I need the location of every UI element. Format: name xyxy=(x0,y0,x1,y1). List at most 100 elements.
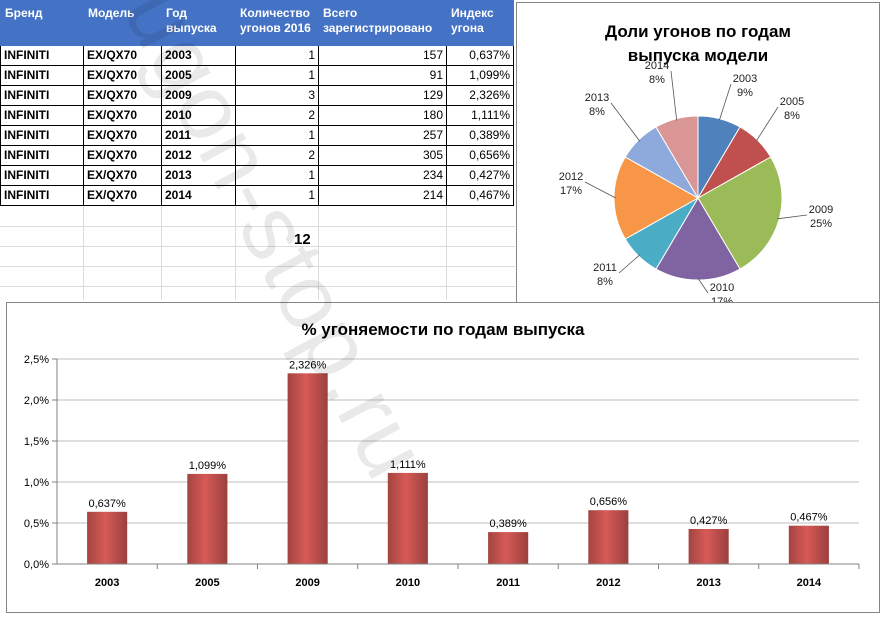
pie-chart: Доли угонов по годам выпуска модели 2003… xyxy=(559,22,833,308)
cell-brand[interactable]: INFINITI xyxy=(0,45,84,66)
header-brand[interactable]: Бренд xyxy=(0,0,84,46)
table-row: INFINITI EX/QX70 2014 1 214 0,467% xyxy=(0,185,514,206)
y-tick-label: 0,0% xyxy=(24,559,49,571)
cell-year[interactable]: 2003 xyxy=(161,45,236,66)
cell-year[interactable]: 2010 xyxy=(161,105,236,126)
cell-model[interactable]: EX/QX70 xyxy=(83,185,162,206)
cell-thefts[interactable]: 1 xyxy=(235,45,319,66)
cell-year[interactable]: 2012 xyxy=(161,145,236,166)
bar-2010[interactable] xyxy=(387,472,428,564)
pie-label-year: 2009 xyxy=(809,204,833,216)
cell-model[interactable]: EX/QX70 xyxy=(83,125,162,146)
cell-year[interactable]: 2011 xyxy=(161,125,236,146)
cell-model[interactable]: EX/QX70 xyxy=(83,105,162,126)
cell-brand[interactable]: INFINITI xyxy=(0,145,84,166)
cell-brand[interactable]: INFINITI xyxy=(0,105,84,126)
cell-thefts[interactable]: 2 xyxy=(235,145,319,166)
cell-brand[interactable]: INFINITI xyxy=(0,65,84,86)
pie-label-year: 2013 xyxy=(585,92,609,104)
cell-index[interactable]: 2,326% xyxy=(446,85,514,106)
cell-thefts[interactable]: 2 xyxy=(235,105,319,126)
y-tick-label: 2,5% xyxy=(24,354,49,366)
pie-leader-line xyxy=(777,214,808,220)
table-row: INFINITI EX/QX70 2003 1 157 0,637% xyxy=(0,45,514,66)
pie-leader-line xyxy=(610,102,641,142)
cell-model[interactable]: EX/QX70 xyxy=(83,145,162,166)
cell-registered[interactable]: 257 xyxy=(318,125,447,146)
pie-chart-box[interactable]: Доли угонов по годам выпуска модели 2003… xyxy=(516,2,880,311)
bar-data-label: 0,656% xyxy=(590,496,628,508)
cell-model[interactable]: EX/QX70 xyxy=(83,85,162,106)
cell-thefts[interactable]: 1 xyxy=(235,185,319,206)
cell-year[interactable]: 2014 xyxy=(161,185,236,206)
cell-brand[interactable]: INFINITI xyxy=(0,165,84,186)
bar-2012[interactable] xyxy=(588,510,629,564)
pie-label-year: 2003 xyxy=(733,73,757,85)
bar-2005[interactable] xyxy=(187,473,228,564)
table-row: INFINITI EX/QX70 2011 1 257 0,389% xyxy=(0,125,514,146)
cell-index[interactable]: 0,637% xyxy=(446,45,514,66)
pie-title-line-2: выпуска модели xyxy=(628,46,768,65)
bar-2014[interactable] xyxy=(788,525,829,564)
cell-registered[interactable]: 305 xyxy=(318,145,447,166)
header-year[interactable]: Год выпуска xyxy=(161,0,236,46)
x-tick-label: 2012 xyxy=(596,577,620,589)
cell-registered[interactable]: 180 xyxy=(318,105,447,126)
cell-registered[interactable]: 129 xyxy=(318,85,447,106)
cell-model[interactable]: EX/QX70 xyxy=(83,165,162,186)
total-thefts-cell[interactable]: 12 xyxy=(294,231,311,248)
cell-thefts[interactable]: 1 xyxy=(235,165,319,186)
table-row: INFINITI EX/QX70 2013 1 234 0,427% xyxy=(0,165,514,186)
cell-registered[interactable]: 157 xyxy=(318,45,447,66)
bar-data-label: 0,427% xyxy=(690,515,728,527)
pie-label-year: 2012 xyxy=(559,171,583,183)
table-row: INFINITI EX/QX70 2005 1 91 1,099% xyxy=(0,65,514,86)
header-registered[interactable]: Всего зарегистрировано xyxy=(318,0,447,46)
cell-thefts[interactable]: 1 xyxy=(235,65,319,86)
bar-chart-box[interactable]: % угоняемости по годам выпуска 0,0% 0,5% 1… xyxy=(6,302,880,613)
bar-2011[interactable] xyxy=(488,532,529,564)
cell-index[interactable]: 0,656% xyxy=(446,145,514,166)
y-tick-label: 1,5% xyxy=(24,436,49,448)
cell-brand[interactable]: INFINITI xyxy=(0,185,84,206)
cell-index[interactable]: 0,389% xyxy=(446,125,514,146)
pie-title-line-1: Доли угонов по годам xyxy=(605,22,791,41)
cell-registered[interactable]: 91 xyxy=(318,65,447,86)
x-tick-label: 2011 xyxy=(496,577,520,589)
y-tick-label: 2,0% xyxy=(24,395,49,407)
pie-slice-2009[interactable] xyxy=(697,156,783,270)
bar-chart: % угоняемости по годам выпуска 0,0% 0,5% 1… xyxy=(24,320,860,589)
cell-thefts[interactable]: 1 xyxy=(235,125,319,146)
pie-slice-2010[interactable] xyxy=(655,197,741,281)
pie-label-percent: 8% xyxy=(784,110,800,122)
cell-registered[interactable]: 234 xyxy=(318,165,447,186)
cell-index[interactable]: 1,099% xyxy=(446,65,514,86)
cell-index[interactable]: 0,427% xyxy=(446,165,514,186)
pie-label-percent: 8% xyxy=(589,106,605,118)
cell-model[interactable]: EX/QX70 xyxy=(83,45,162,66)
cell-year[interactable]: 2013 xyxy=(161,165,236,186)
cell-registered[interactable]: 214 xyxy=(318,185,447,206)
cell-index[interactable]: 1,111% xyxy=(446,105,514,126)
bar-data-label: 0,467% xyxy=(790,512,828,524)
pie-label-percent: 9% xyxy=(737,87,753,99)
bar-data-label: 1,111% xyxy=(390,459,426,471)
cell-year[interactable]: 2009 xyxy=(161,85,236,106)
bar-2013[interactable] xyxy=(688,529,729,564)
cell-model[interactable]: EX/QX70 xyxy=(83,65,162,86)
cell-brand[interactable]: INFINITI xyxy=(0,85,84,106)
header-theft-index[interactable]: Индекс угона xyxy=(446,0,514,46)
bar-2009[interactable] xyxy=(287,373,328,564)
pie-slice-2012[interactable] xyxy=(613,156,700,240)
header-model[interactable]: Модель xyxy=(83,0,162,46)
pie-label-year: 2011 xyxy=(593,262,617,274)
pie-label-percent: 8% xyxy=(649,74,665,86)
pie-leader-line xyxy=(618,254,641,274)
cell-thefts[interactable]: 3 xyxy=(235,85,319,106)
cell-brand[interactable]: INFINITI xyxy=(0,125,84,146)
bar-2003[interactable] xyxy=(87,511,128,564)
cell-index[interactable]: 0,467% xyxy=(446,185,514,206)
cell-year[interactable]: 2005 xyxy=(161,65,236,86)
header-theft-count[interactable]: Количество угонов 2016 xyxy=(235,0,319,46)
grid-line xyxy=(0,226,515,227)
